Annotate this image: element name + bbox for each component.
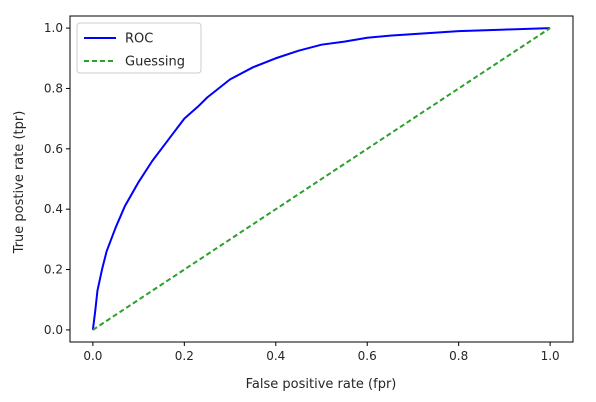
y-tick-label: 0.6 — [44, 142, 63, 156]
x-tick-label: 0.4 — [266, 349, 285, 363]
x-tick-label: 0.2 — [175, 349, 194, 363]
legend-label-guessing: Guessing — [125, 55, 185, 70]
legend: ROC Guessing — [77, 23, 201, 73]
y-tick-label: 1.0 — [44, 21, 63, 35]
x-tick-label: 1.0 — [541, 349, 560, 363]
x-axis-label: False positive rate (fpr) — [246, 377, 397, 392]
y-tick-label: 0.2 — [44, 263, 63, 277]
y-tick-label: 0.4 — [44, 202, 63, 216]
x-tick-label: 0.6 — [358, 349, 377, 363]
y-axis-label: True postive rate (tpr) — [12, 111, 27, 255]
x-tick-label: 0.0 — [83, 349, 102, 363]
x-axis-ticks: 0.0 0.2 0.4 0.6 0.8 1.0 — [83, 342, 559, 363]
y-tick-label: 0.0 — [44, 323, 63, 337]
x-tick-label: 0.8 — [449, 349, 468, 363]
y-tick-label: 0.8 — [44, 81, 63, 95]
y-axis-ticks: 0.0 0.2 0.4 0.6 0.8 1.0 — [44, 21, 70, 337]
legend-label-roc: ROC — [125, 32, 153, 47]
